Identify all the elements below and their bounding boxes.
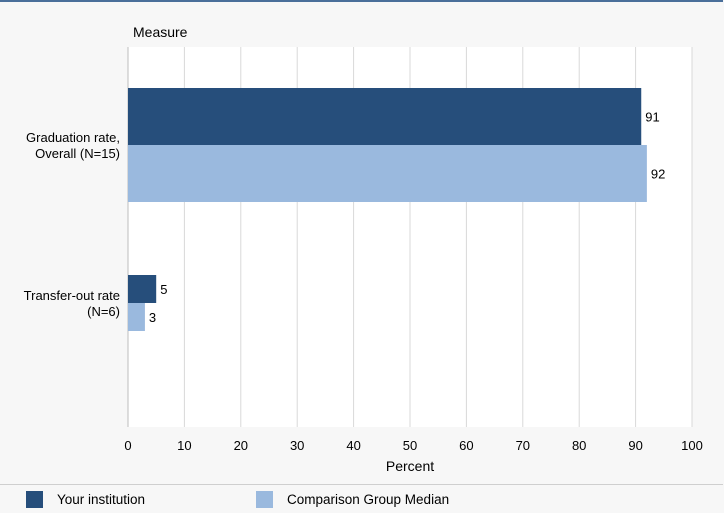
bar xyxy=(128,275,157,303)
x-tick-label: 80 xyxy=(572,438,586,453)
category-label: Transfer-out rate (N=6) xyxy=(24,288,120,319)
legend-item-comparison-median: Comparison Group Median xyxy=(256,485,449,513)
bar xyxy=(128,145,647,202)
bar-value-label: 91 xyxy=(645,110,659,125)
x-tick-label: 70 xyxy=(516,438,530,453)
legend-label-your-institution: Your institution xyxy=(57,491,146,507)
category-labels: Graduation rate, Overall (N=15) Transfer-o… xyxy=(24,130,120,319)
x-axis-label: Percent xyxy=(386,458,434,474)
x-tick-label: 100 xyxy=(681,438,703,453)
legend-swatch-your-institution xyxy=(26,490,43,508)
x-tick-label: 0 xyxy=(124,438,131,453)
category-label: Graduation rate, Overall (N=15) xyxy=(26,130,120,161)
bar-value-label: 92 xyxy=(651,167,665,182)
x-tick-labels: 0 10 20 30 40 50 60 70 80 90 100 xyxy=(124,438,702,453)
bar xyxy=(128,88,642,145)
x-tick-label: 10 xyxy=(177,438,191,453)
bar-chart: Measure 91 92 53 Graduation rate, Overall (… xyxy=(24,24,703,474)
legend: Your institution Comparison Group Median xyxy=(0,484,723,513)
bar xyxy=(128,303,145,331)
legend-item-your-institution: Your institution xyxy=(26,485,145,513)
x-tick-label: 30 xyxy=(290,438,304,453)
x-tick-label: 90 xyxy=(628,438,642,453)
legend-label-comparison-median: Comparison Group Median xyxy=(287,491,450,507)
x-tick-label: 20 xyxy=(234,438,248,453)
legend-swatch-comparison-median xyxy=(256,490,273,508)
x-tick-label: 40 xyxy=(346,438,360,453)
y-axis-header: Measure xyxy=(133,24,188,40)
bar-value-label: 3 xyxy=(149,310,156,325)
x-tick-label: 50 xyxy=(403,438,417,453)
bar-value-label: 5 xyxy=(160,282,167,297)
x-tick-label: 60 xyxy=(459,438,473,453)
bars: 91 92 53 xyxy=(128,88,665,331)
